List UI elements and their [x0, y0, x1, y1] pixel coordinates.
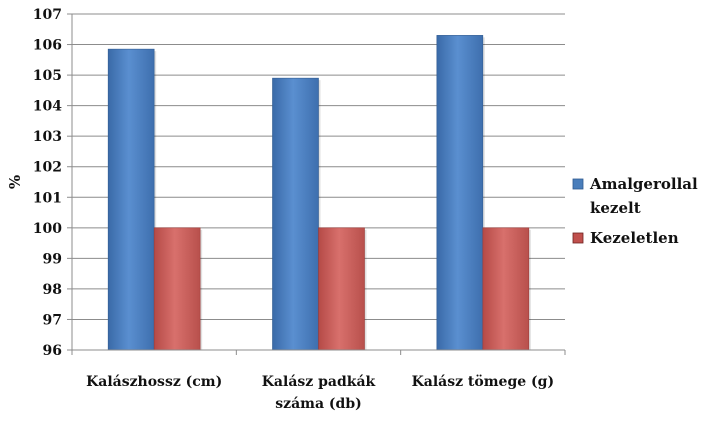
bar-treated — [107, 48, 155, 351]
legend-swatch — [572, 232, 584, 244]
x-category-label: Kalász padkák — [262, 374, 376, 390]
bars — [107, 35, 531, 351]
y-tick-label: 107 — [33, 7, 62, 23]
bar-untreated — [318, 227, 365, 351]
legend-label: Amalgerollal — [589, 175, 698, 193]
x-category-label: száma (db) — [275, 396, 362, 412]
y-axis-title: % — [6, 175, 24, 189]
x-category-label: Kalászhossz (cm) — [86, 374, 222, 390]
x-category-label: Kalász tömege (g) — [412, 374, 554, 390]
y-tick-label: 106 — [33, 38, 62, 54]
y-tick-label: 104 — [33, 99, 62, 115]
bar-treated — [436, 35, 484, 351]
y-tick-label: 103 — [33, 129, 62, 145]
axes — [67, 13, 566, 355]
legend-label: Kezeletlen — [590, 229, 679, 247]
labels: 96 97 98 99 100 101 102 103 104 105 106 107 Kalászho… — [6, 7, 554, 412]
bar-untreated — [482, 227, 530, 351]
y-tick-label: 100 — [33, 221, 62, 237]
legend-swatch — [572, 178, 584, 190]
bar-treated — [272, 77, 319, 351]
y-tick-label: 102 — [33, 160, 62, 176]
y-tick-label: 97 — [43, 312, 62, 328]
y-tick-label: 99 — [43, 251, 62, 267]
y-tick-label: 105 — [33, 68, 62, 84]
legend-label: kezelt — [590, 199, 641, 217]
y-tick-label: 96 — [43, 343, 62, 359]
y-tick-label: 98 — [43, 282, 62, 298]
bar-untreated — [153, 227, 201, 351]
y-tick-label: 101 — [33, 190, 62, 206]
legend: Amalgerollal kezelt Kezeletlen — [572, 175, 698, 247]
